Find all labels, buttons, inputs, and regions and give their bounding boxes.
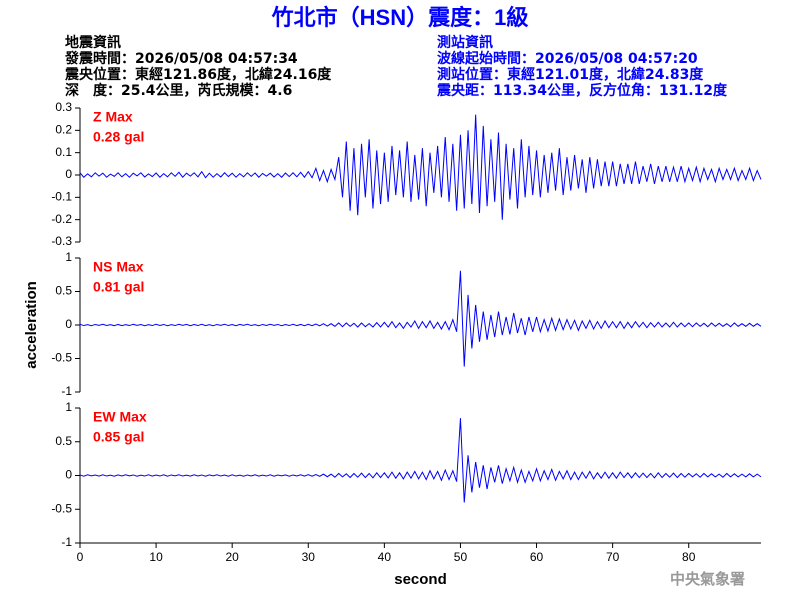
annotation: 0.28 gal — [93, 129, 144, 145]
y-tick-label: 0.1 — [55, 145, 72, 159]
y-tick-label: 0.2 — [55, 123, 72, 137]
waveform — [79, 418, 762, 503]
info-text: 測站位置：東經121.01度，北緯24.83度 — [437, 66, 704, 83]
info-text: 震央位置：東經121.86度，北緯24.16度 — [64, 66, 332, 83]
annotation: Z Max — [93, 109, 133, 125]
chart-title: 竹北市（HSN）震度：1級 — [271, 5, 529, 30]
y-tick-label: 1 — [65, 250, 72, 264]
x-tick-label: 0 — [77, 550, 84, 564]
x-tick-label: 20 — [225, 550, 239, 564]
info-text: 發震時間：2026/05/08 04:57:34 — [64, 50, 298, 67]
info-text: 波線起始時間：2026/05/08 04:57:20 — [437, 50, 698, 67]
y-tick-label: -1 — [61, 384, 72, 398]
y-tick-label: 0.5 — [55, 434, 72, 448]
info-text: 測站資訊 — [437, 34, 493, 51]
x-axis-label: second — [394, 571, 447, 588]
annotation: NS Max — [93, 259, 144, 275]
y-tick-label: 0 — [65, 167, 72, 181]
y-tick-label: -0.1 — [51, 190, 72, 204]
x-tick-label: 10 — [149, 550, 163, 564]
y-tick-label: -0.5 — [51, 501, 72, 515]
y-tick-label: 1 — [65, 400, 72, 414]
annotation: 0.81 gal — [93, 279, 144, 295]
y-tick-label: 0.3 — [55, 100, 72, 114]
y-tick-label: 0.5 — [55, 284, 72, 298]
y-tick-label: 0 — [65, 468, 72, 482]
y-tick-label: -1 — [61, 535, 72, 549]
y-tick-label: 0 — [65, 317, 72, 331]
info-text: 深 度：25.4公里，芮氏規模：4.6 — [65, 82, 292, 99]
y-tick-label: -0.3 — [51, 234, 72, 248]
info-text: 震央距：113.34公里，反方位角：131.12度 — [436, 82, 728, 99]
y-tick-label: -0.2 — [51, 212, 72, 226]
x-tick-label: 30 — [302, 550, 316, 564]
x-tick-label: 70 — [606, 550, 620, 564]
waveform — [79, 114, 762, 220]
x-tick-label: 60 — [530, 550, 544, 564]
footer: 中央氣象署 — [670, 570, 745, 588]
annotation: 0.85 gal — [93, 429, 144, 445]
x-tick-label: 80 — [682, 550, 696, 564]
x-tick-label: 40 — [378, 550, 392, 564]
info-text: 地震資訊 — [65, 34, 121, 51]
y-tick-label: -0.5 — [51, 351, 72, 365]
annotation: EW Max — [93, 409, 147, 425]
x-tick-label: 50 — [454, 550, 468, 564]
waveform — [79, 270, 762, 367]
y-axis-label: acceleration — [23, 281, 40, 369]
